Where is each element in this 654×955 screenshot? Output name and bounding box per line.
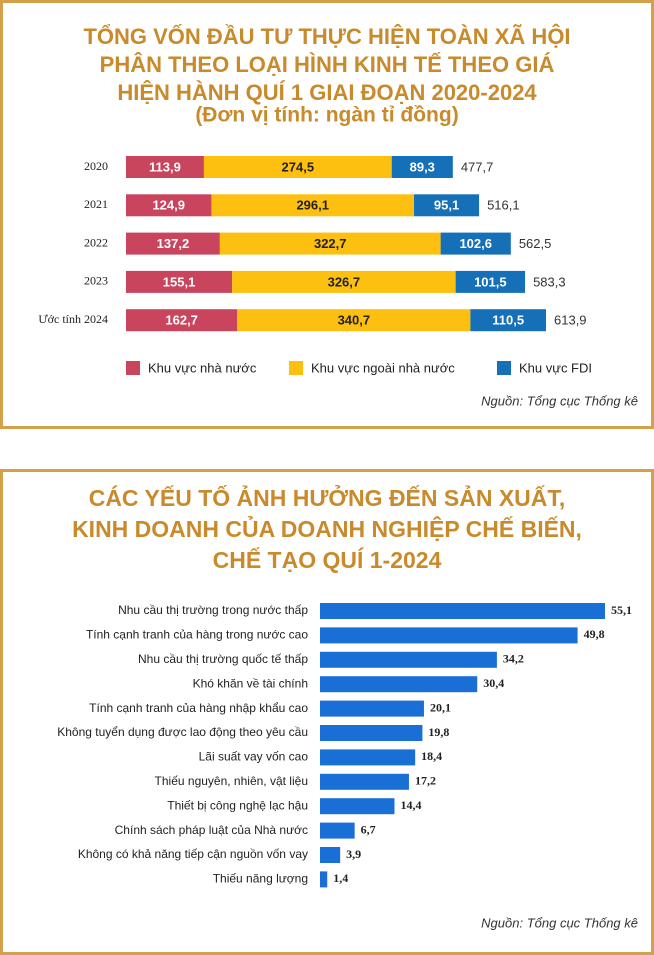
value-label: 1,4 xyxy=(333,871,348,885)
value-label: 101,5 xyxy=(474,274,507,289)
legend-label: Khu vực FDI xyxy=(519,360,592,375)
total-label: 583,3 xyxy=(533,274,566,289)
value-label: 55,1 xyxy=(611,603,632,617)
bar-segment xyxy=(126,232,220,255)
value-label: 124,9 xyxy=(152,198,185,213)
bar-segment xyxy=(211,194,415,217)
bar-segment xyxy=(391,156,453,178)
bar xyxy=(320,822,355,839)
legend-swatch xyxy=(497,361,511,375)
category-label: Ước tính 2024 xyxy=(38,312,108,326)
value-label: 110,5 xyxy=(492,313,524,328)
bar-segment xyxy=(470,309,546,332)
bar xyxy=(320,749,416,766)
category-label: Tính cạnh tranh của hàng nhập khẩu cao xyxy=(89,701,308,715)
bar xyxy=(320,871,328,888)
category-label: Lãi suất vay vốn cao xyxy=(199,750,309,764)
legend-label: Khu vực ngoài nhà nước xyxy=(311,360,455,375)
category-label: Tính cạnh tranh của hàng trong nước cao xyxy=(86,628,308,642)
bar xyxy=(320,847,341,863)
value-label: 18,4 xyxy=(421,749,442,763)
category-label: Thiếu nguyên, nhiên, vật liệu xyxy=(155,774,308,788)
value-label: 340,7 xyxy=(338,313,371,328)
chart-title: CHẾ TẠO QUÍ 1-2024 xyxy=(213,546,442,573)
chart-title: TỔNG VỐN ĐẦU TƯ THỰC HIỆN TOÀN XÃ HỘI xyxy=(83,23,570,49)
total-label: 516,1 xyxy=(487,198,520,213)
bar xyxy=(320,725,423,741)
value-label: 322,7 xyxy=(314,236,347,251)
total-label: 477,7 xyxy=(461,159,494,174)
bar xyxy=(320,700,424,717)
bar-segment xyxy=(126,194,212,217)
bar-segment xyxy=(455,270,526,293)
category-label: Nhu cầu thị trường trong nước thấp xyxy=(118,603,308,617)
value-label: 274,5 xyxy=(282,159,315,174)
bar xyxy=(320,651,497,668)
value-label: 113,9 xyxy=(149,159,181,174)
chart-title: CÁC YẾU TỐ ẢNH HƯỞNG ĐẾN SẢN XUẤT, xyxy=(89,483,566,511)
total-label: 562,5 xyxy=(519,236,552,251)
category-label: Khó khăn về tài chính xyxy=(193,676,308,690)
category-label: Thiết bị công nghệ lạc hậu xyxy=(167,798,308,812)
bar-segment xyxy=(126,309,238,332)
value-label: 17,2 xyxy=(415,774,436,788)
value-label: 155,1 xyxy=(163,274,196,289)
category-label: 2023 xyxy=(84,274,108,288)
bar-segment xyxy=(232,270,456,293)
value-label: 137,2 xyxy=(157,236,190,251)
bar xyxy=(320,603,605,619)
legend-swatch xyxy=(126,361,140,375)
bar-segment xyxy=(126,156,204,178)
legend-label: Khu vực nhà nước xyxy=(148,360,257,375)
chart-title: PHÂN THEO LOẠI HÌNH KINH TẾ THEO GIÁ xyxy=(100,52,555,77)
value-label: 19,8 xyxy=(428,725,449,739)
bar-segment xyxy=(440,232,511,255)
bar-segment xyxy=(126,270,233,293)
legend-swatch xyxy=(289,361,303,375)
value-label: 14,4 xyxy=(400,798,421,812)
category-label: Nhu cầu thị trường quốc tế thấp xyxy=(138,652,308,666)
category-label: 2022 xyxy=(84,235,108,249)
value-label: 95,1 xyxy=(434,198,459,213)
subtitle: (Đơn vị tính: ngàn tỉ đồng) xyxy=(195,104,458,127)
value-label: 30,4 xyxy=(483,676,504,690)
chart-title: HIỆN HÀNH QUÍ 1 GIAI ĐOẠN 2020-2024 xyxy=(117,80,537,105)
bar-segment xyxy=(414,194,480,217)
source: Nguồn: Tổng cục Thống kê xyxy=(481,915,638,930)
bar-segment xyxy=(203,156,392,178)
bar-segment xyxy=(219,232,441,255)
category-label: Thiếu năng lượng xyxy=(213,872,308,886)
value-label: 34,2 xyxy=(503,652,524,666)
value-label: 49,8 xyxy=(584,627,605,641)
value-label: 6,7 xyxy=(361,822,376,836)
value-label: 89,3 xyxy=(410,159,435,174)
category-label: Chính sách pháp luật của Nhà nước xyxy=(115,823,308,837)
chart-title: KINH DOANH CỦA DOANH NGHIỆP CHẾ BIẾN, xyxy=(72,514,582,542)
category-label: Không tuyển dụng được lao động theo yêu … xyxy=(57,725,308,739)
bar xyxy=(320,798,395,815)
value-label: 296,1 xyxy=(296,198,329,213)
total-label: 613,9 xyxy=(554,313,587,328)
bar xyxy=(320,627,578,644)
value-label: 20,1 xyxy=(430,700,451,714)
value-label: 162,7 xyxy=(165,313,198,328)
category-label: 2020 xyxy=(84,159,108,173)
category-label: 2021 xyxy=(84,197,108,211)
value-label: 326,7 xyxy=(328,274,361,289)
bar xyxy=(320,676,478,693)
value-label: 3,9 xyxy=(346,847,361,861)
value-label: 102,6 xyxy=(459,236,492,251)
source: Nguồn: Tổng cục Thống kê xyxy=(481,393,638,408)
category-label: Không có khả năng tiếp cận nguồn vốn vay xyxy=(78,847,308,861)
bar-segment xyxy=(237,309,471,332)
bar xyxy=(320,773,409,790)
